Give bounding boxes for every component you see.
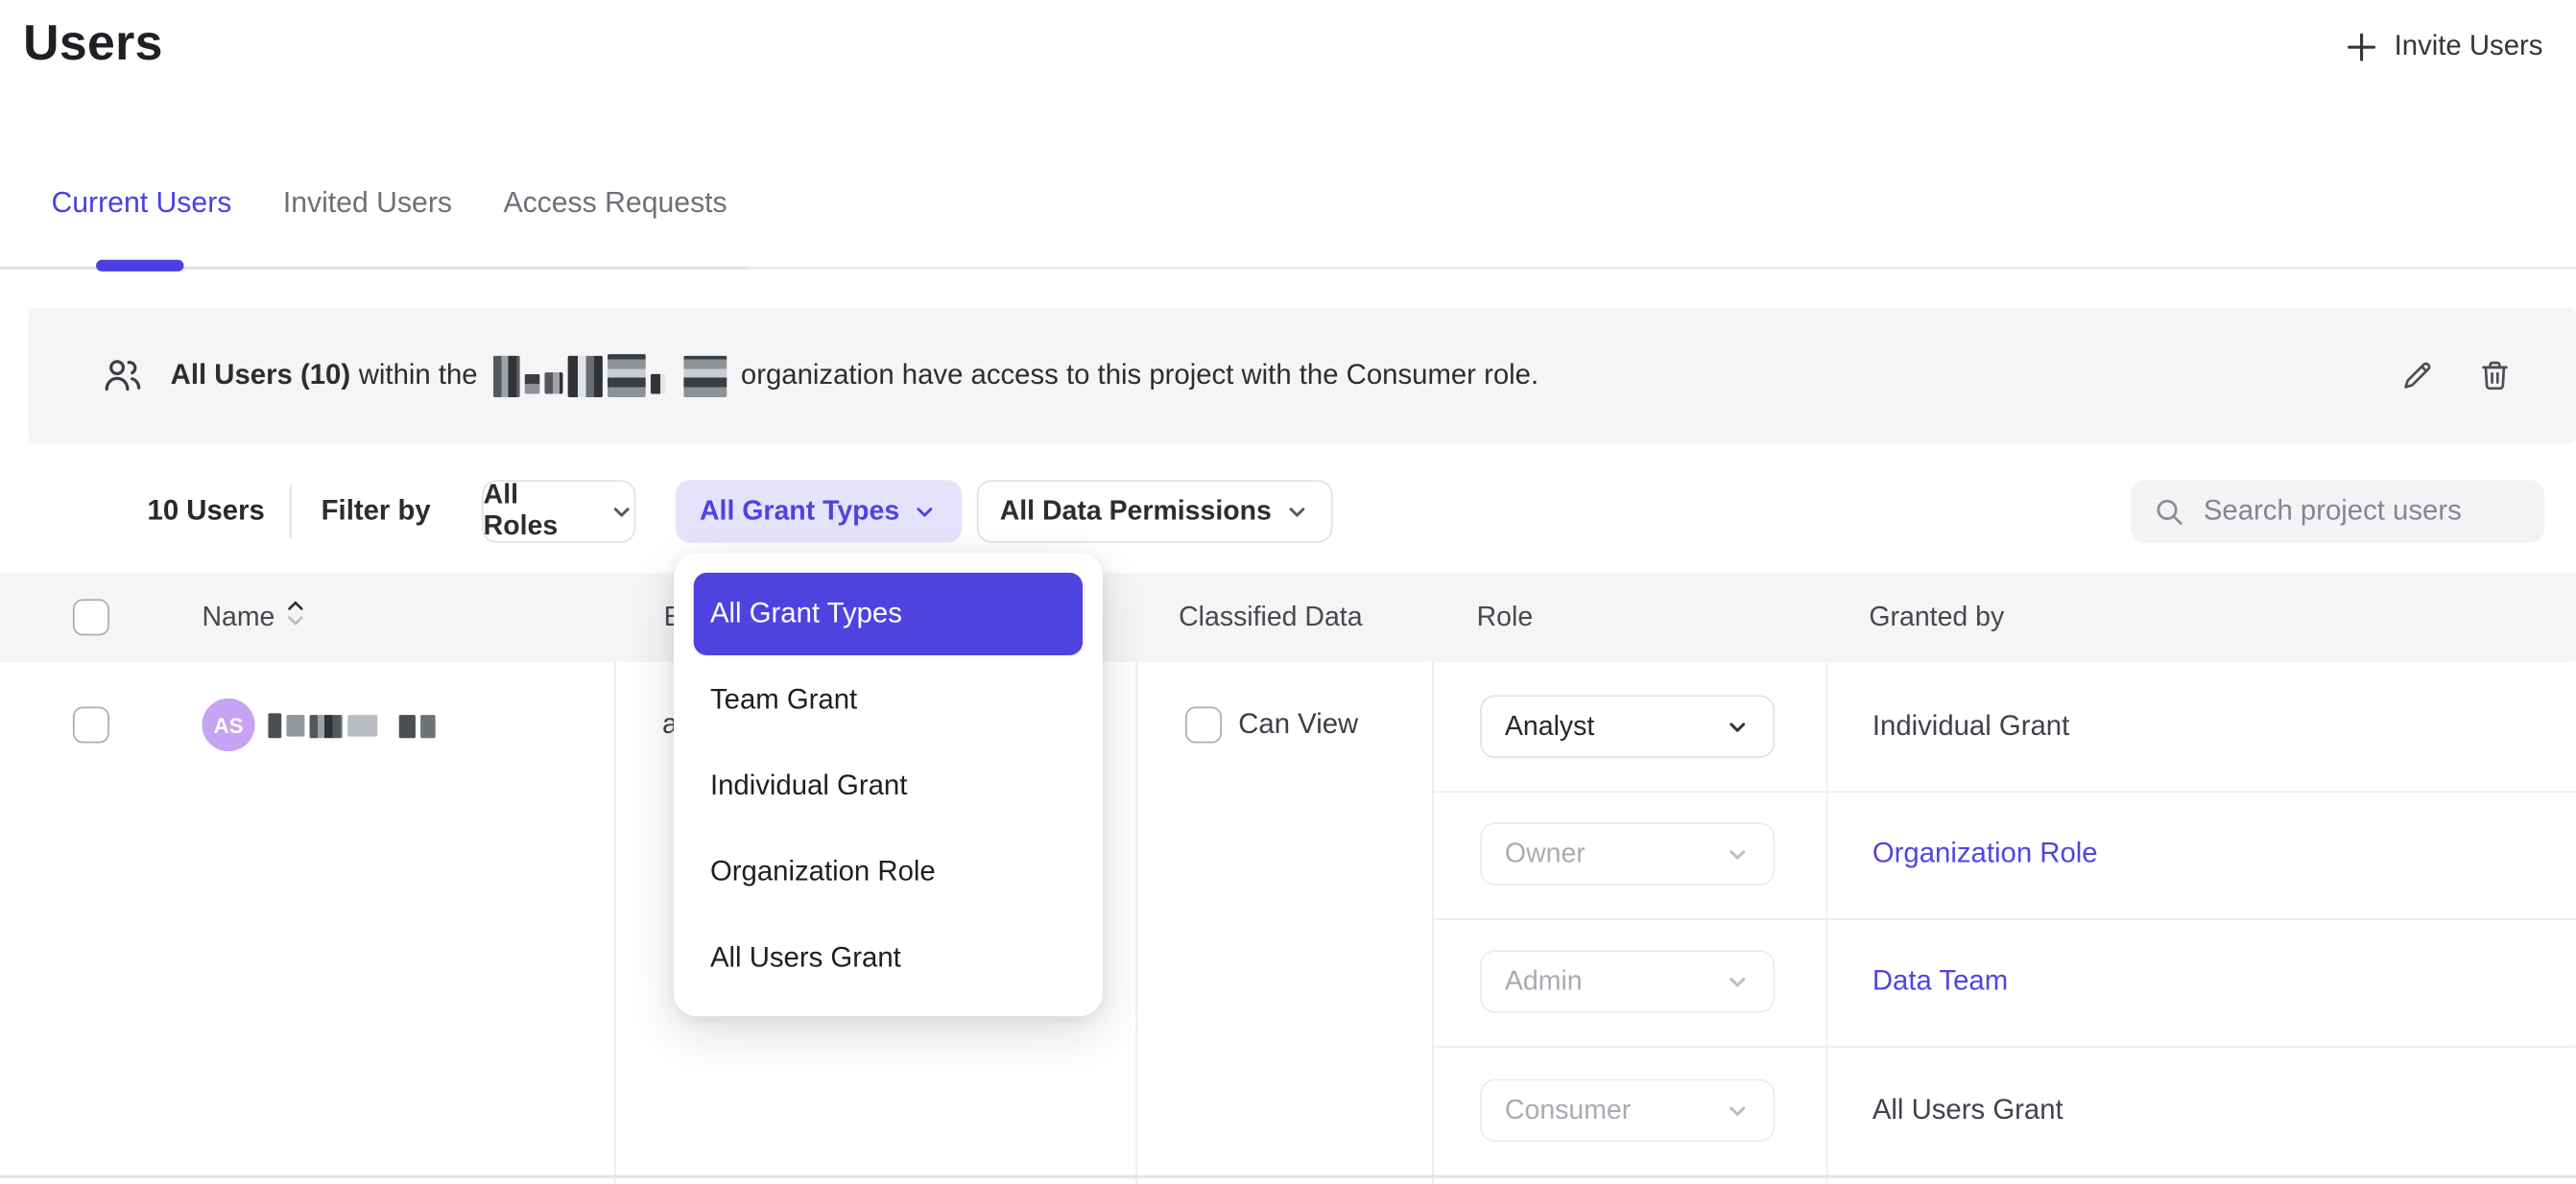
search-project-users — [2130, 480, 2545, 543]
redacted-organization-name — [492, 354, 727, 397]
role-select-admin: Admin — [1480, 950, 1776, 1013]
chevron-down-icon — [1729, 849, 1746, 859]
tab-divider — [0, 266, 2576, 271]
filter-by-label: Filter by — [321, 494, 431, 527]
menu-item-team-grant[interactable]: Team Grant — [709, 683, 858, 716]
row-checkbox[interactable] — [72, 706, 109, 744]
role-select-value: Owner — [1504, 838, 1586, 868]
chevron-down-icon — [1729, 1105, 1746, 1116]
subrow-divider — [1432, 791, 2576, 793]
avatar: AS — [202, 698, 255, 752]
search-icon — [2157, 498, 2182, 525]
role-select-analyst[interactable]: Analyst — [1480, 695, 1776, 759]
all-grant-types-label: All Grant Types — [699, 495, 900, 526]
can-view-label: Can View — [1238, 708, 1359, 741]
all-data-permissions-label: All Data Permissions — [999, 495, 1272, 526]
sort-name-icon[interactable] — [285, 599, 305, 635]
chevron-down-icon — [1729, 722, 1746, 731]
granted-by-all-users-grant: All Users Grant — [1872, 1094, 2063, 1125]
users-icon — [105, 360, 141, 391]
column-divider — [1135, 661, 1138, 1184]
chevron-down-icon — [1729, 977, 1746, 986]
edit-pencil-icon[interactable] — [2398, 358, 2435, 394]
invite-users-label: Invite Users — [2394, 30, 2543, 61]
tab-divider-dark — [0, 266, 749, 271]
plus-icon — [2348, 32, 2376, 60]
menu-item-all-grant-types[interactable]: All Grant Types — [693, 572, 1084, 656]
role-select-value: Consumer — [1504, 1095, 1632, 1125]
column-header-name: Name — [202, 602, 275, 632]
chevron-down-icon — [1289, 507, 1305, 516]
page-title: Users — [23, 16, 163, 72]
grant-types-dropdown-menu: All Grant Types Team Grant Individual Gr… — [674, 553, 1103, 1017]
column-divider — [613, 661, 616, 1184]
delete-trash-icon[interactable] — [2476, 358, 2513, 394]
column-header-role: Role — [1476, 602, 1534, 632]
granted-by-organization-role-link[interactable]: Organization Role — [1872, 837, 2098, 869]
tab-current-users[interactable]: Current Users — [51, 185, 232, 219]
banner-bold-text: All Users (10) — [170, 359, 351, 391]
column-header-classified-data: Classified Data — [1179, 602, 1363, 632]
all-roles-filter-button[interactable]: All Roles — [481, 480, 636, 543]
tab-access-requests[interactable]: Access Requests — [503, 185, 727, 219]
role-select-consumer: Consumer — [1480, 1078, 1776, 1143]
chevron-down-icon — [613, 507, 630, 516]
all-roles-label: All Roles — [483, 480, 559, 542]
role-select-value: Analyst — [1504, 710, 1595, 741]
column-divider — [1825, 661, 1828, 1184]
subrow-divider — [1432, 1046, 2576, 1048]
user-count: 10 Users — [147, 494, 265, 527]
column-divider — [1432, 661, 1434, 1184]
banner-after-text: organization have access to this project… — [740, 359, 1539, 391]
subrow-divider — [1432, 918, 2576, 921]
role-select-value: Admin — [1504, 965, 1583, 996]
all-grant-types-filter-button[interactable]: All Grant Types — [675, 480, 963, 543]
menu-item-organization-role[interactable]: Organization Role — [709, 855, 936, 888]
menu-item-all-users-grant[interactable]: All Users Grant — [709, 941, 901, 974]
invite-users-button[interactable]: Invite Users — [2347, 30, 2543, 62]
active-tab-indicator — [96, 259, 184, 272]
banner-text: All Users (10) within the organization h… — [171, 354, 1538, 397]
row-divider — [0, 1174, 2576, 1179]
all-data-permissions-filter-button[interactable]: All Data Permissions — [976, 480, 1333, 543]
menu-item-individual-grant[interactable]: Individual Grant — [709, 770, 908, 801]
banner-actions — [2398, 358, 2513, 394]
role-select-owner: Owner — [1480, 822, 1776, 886]
granted-by-individual-grant: Individual Grant — [1872, 709, 2070, 742]
banner-middle-text: within the — [358, 359, 478, 391]
can-view-checkbox[interactable] — [1185, 706, 1222, 744]
toolbar-divider — [289, 485, 292, 538]
search-input[interactable] — [2203, 494, 2522, 529]
all-users-banner: All Users (10) within the organization h… — [28, 307, 2576, 444]
granted-by-data-team-link[interactable]: Data Team — [1872, 964, 2009, 997]
tab-invited-users[interactable]: Invited Users — [282, 185, 452, 219]
tab-bar: Current Users Invited Users Access Reque… — [51, 185, 727, 220]
redacted-user-name — [268, 713, 436, 739]
select-all-checkbox[interactable] — [72, 599, 109, 636]
table-header: Name Email Classified Data Role Granted … — [0, 572, 2576, 662]
chevron-down-icon — [918, 507, 933, 516]
column-header-granted-by: Granted by — [1869, 602, 2005, 632]
